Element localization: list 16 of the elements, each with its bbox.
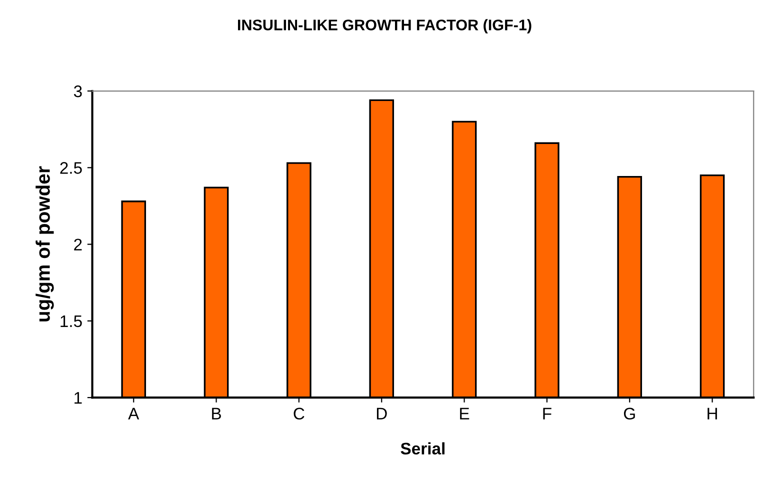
y-tick-label: 1.5 bbox=[60, 316, 82, 328]
y-tick-label: 1 bbox=[74, 392, 82, 404]
x-tick-label: D bbox=[376, 408, 387, 420]
x-tick-label: B bbox=[212, 408, 221, 420]
x-tick-label: A bbox=[128, 408, 140, 420]
x-tick-label: G bbox=[624, 408, 635, 420]
y-tick-label: 2 bbox=[74, 238, 82, 250]
y-tick-label: 2.5 bbox=[60, 162, 82, 174]
x-axis-title: Serial bbox=[400, 442, 444, 455]
x-tick-label: H bbox=[708, 408, 717, 420]
chart-title: INSULIN-LIKE GROWTH FACTOR (IGF-1) bbox=[238, 19, 532, 34]
x-tick-label: E bbox=[460, 408, 470, 420]
y-tick-label: 3 bbox=[74, 85, 82, 98]
x-tick-label: C bbox=[294, 408, 304, 420]
x-tick-label: F bbox=[543, 408, 552, 420]
y-axis-title: ug/gm of powder bbox=[36, 166, 54, 322]
